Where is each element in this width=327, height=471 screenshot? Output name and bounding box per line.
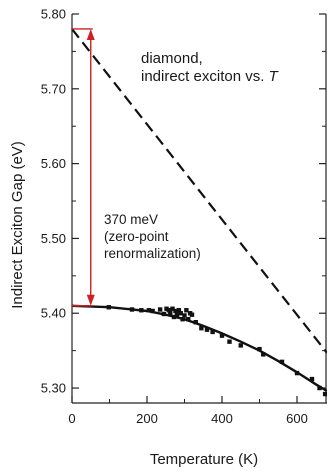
fit-curve-line [71,304,327,393]
data-point [184,308,189,313]
x-tick-label: 0 [68,411,75,426]
data-point [204,327,210,332]
data-point [176,308,182,313]
data-point [193,320,198,325]
y-tick-label: 5.80 [41,7,66,22]
data-point [146,308,152,313]
data-point [139,308,144,313]
x-tick-label: 600 [286,411,308,426]
data-point [180,317,185,322]
data-point [317,385,322,391]
data-point [309,376,315,382]
data-point [322,391,327,397]
chart-subtitle-text: indirect exciton vs. [141,68,269,85]
linear-extrapolation-line [71,28,327,354]
series-layer [71,28,327,397]
annotation-layer [72,28,95,307]
data-point [210,329,215,335]
data-point [174,312,180,317]
y-tick-label: 5.60 [41,156,66,171]
data-point [257,346,262,352]
data-point [164,306,169,311]
data-point [199,325,204,331]
data-point [178,311,183,316]
data-point [238,343,243,348]
x-tick-label: 200 [136,411,158,426]
data-point [219,333,225,338]
annotation-arrowhead-up [86,28,95,40]
chart-title: diamond, [141,50,203,67]
data-point [157,307,163,312]
y-tick-label: 5.30 [41,381,66,396]
annotation-arrowhead-down [86,294,95,306]
data-point [171,314,177,320]
annotation-line-1: 370 meV [104,212,158,227]
data-point [166,308,171,313]
data-point [173,308,178,314]
y-axis-label: Indirect Exciton Gap (eV) [9,141,26,309]
x-axis-label: Temperature (K) [150,451,258,468]
data-point [279,359,285,365]
y-tick-label: 5.40 [41,306,66,321]
data-point [129,307,135,312]
data-point [168,311,173,316]
annotation-line-2: (zero-point [104,229,169,244]
y-tick-label: 5.70 [41,81,66,96]
axes: 5.30 5.40 5.50 5.60 5.70 5.80 0 200 400 600 [41,7,327,426]
x-tick-label: 400 [211,411,233,426]
data-point [294,370,300,376]
y-tick-label: 5.50 [41,231,66,246]
data-point [170,306,175,311]
data-point [106,305,111,310]
data-point [261,352,266,357]
data-point [161,311,167,317]
data-point [150,308,155,314]
chart-subtitle: indirect exciton vs. T [141,68,280,85]
data-point [189,312,195,317]
data-point [182,313,187,318]
chart-subtitle-var: T [269,68,280,85]
annotation-line-3: renormalization) [104,246,201,261]
data-point [186,317,191,322]
data-point [227,339,232,344]
